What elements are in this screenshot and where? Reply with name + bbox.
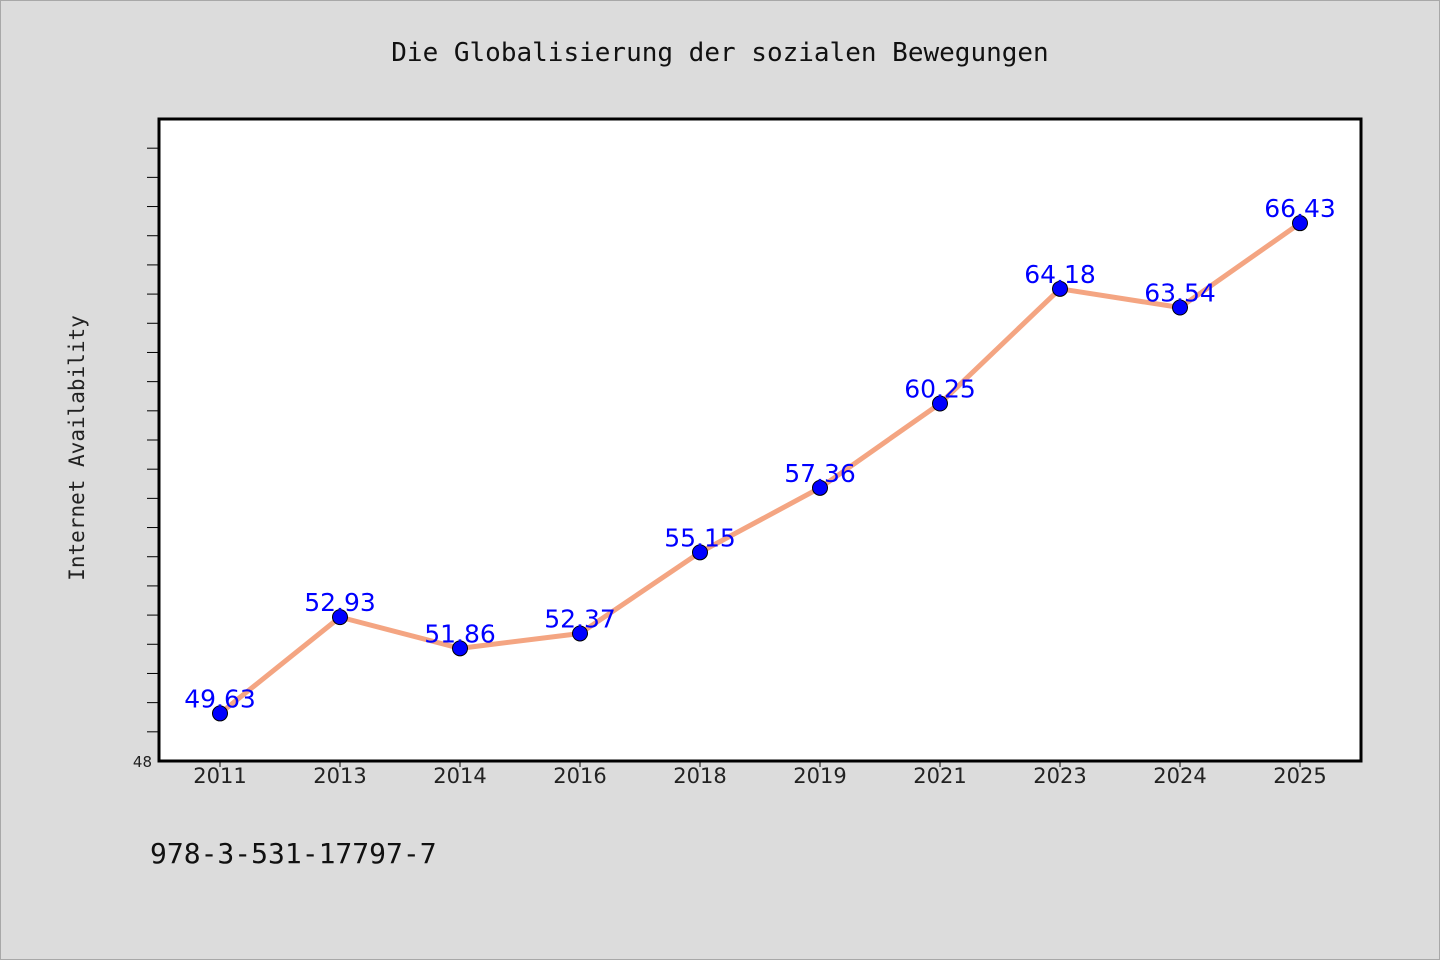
x-tick-label: 2025 [1273,764,1326,788]
x-tick-label: 2018 [673,764,726,788]
data-point [1052,280,1068,297]
x-tick-label: 2011 [193,764,246,788]
x-tick-label: 2024 [1153,764,1206,788]
data-label: 66.43 [1264,194,1336,223]
x-tick-label: 2014 [433,764,486,788]
data-label: 51.86 [424,619,496,648]
x-tick-label: 2016 [553,764,606,788]
chart-title: Die Globalisierung der sozialen Bewegung… [391,38,1048,68]
data-label: 63.54 [1144,279,1216,308]
data-point [692,544,708,561]
data-point [1292,215,1308,232]
data-label: 52.37 [544,604,616,633]
data-point [572,625,588,642]
data-point [812,479,828,496]
x-tick-label: 2021 [913,764,966,788]
y-axis-ticks [147,147,159,733]
isbn-label: 978-3-531-17797-7 [150,837,437,870]
y-axis-min-label: 48 [133,753,152,771]
x-tick-label: 2023 [1033,764,1086,788]
data-label: 49.63 [184,684,256,713]
data-label: 60.25 [904,375,976,404]
data-label: 64.18 [1024,260,1096,289]
plot-area [157,117,1363,763]
y-axis-label: Internet Availability [65,315,89,581]
data-point [332,609,348,626]
x-tick-label: 2013 [313,764,366,788]
x-axis-ticks: 2011 2013 2014 2016 2018 2019 2021 2023 2024 2025 [193,761,1327,788]
series-line [218,221,1302,716]
data-point [452,640,468,657]
data-label: 52.93 [304,588,376,617]
data-point [932,395,948,412]
series-layer: 49.63 52.93 51.86 52.37 55.15 57.36 60.25 64.18… [184,194,1336,722]
data-label: 55.15 [664,523,736,552]
x-tick-label: 2019 [793,764,846,788]
data-label: 57.36 [784,459,856,488]
data-point [1172,299,1188,316]
data-point [212,705,228,722]
